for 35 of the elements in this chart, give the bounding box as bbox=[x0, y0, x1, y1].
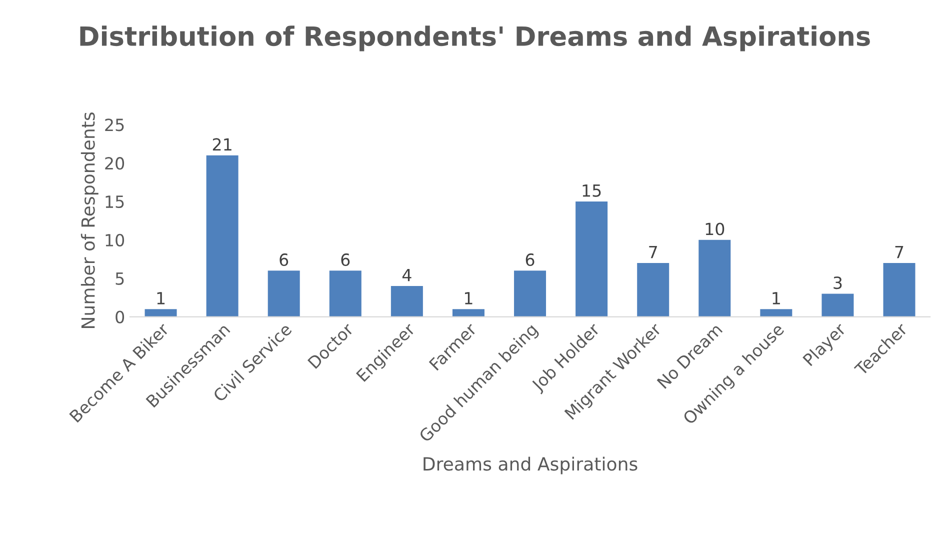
y-tick-label: 10 bbox=[106, 234, 124, 246]
y-tick-label: 15 bbox=[106, 196, 124, 208]
bar bbox=[883, 262, 916, 317]
data-label: 7 bbox=[895, 246, 904, 258]
data-label: 1 bbox=[772, 292, 780, 304]
data-label: 6 bbox=[341, 253, 350, 266]
bar bbox=[329, 270, 362, 317]
y-tick-label: 20 bbox=[105, 157, 124, 170]
data-label: 1 bbox=[157, 292, 165, 304]
bar bbox=[822, 294, 854, 317]
data-label: 21 bbox=[212, 138, 232, 151]
bar bbox=[698, 240, 731, 317]
bar bbox=[576, 201, 608, 317]
data-label: 7 bbox=[649, 246, 657, 258]
x-axis-title: Dreams and Aspirations bbox=[424, 456, 638, 474]
data-label: 6 bbox=[280, 253, 288, 266]
bar bbox=[452, 309, 484, 317]
data-label: 6 bbox=[526, 253, 534, 266]
y-axis-title: Number of Respondents bbox=[80, 112, 98, 328]
bar bbox=[390, 286, 423, 317]
bar bbox=[514, 270, 546, 317]
y-tick-label: 25 bbox=[105, 118, 124, 132]
data-label: 15 bbox=[582, 184, 601, 197]
bar bbox=[760, 309, 792, 317]
data-label: 3 bbox=[834, 276, 842, 290]
bar bbox=[268, 270, 300, 317]
data-label: 4 bbox=[402, 269, 412, 282]
bar bbox=[637, 262, 670, 317]
y-tick-label: 5 bbox=[116, 272, 124, 285]
chart-title: Distribution of Respondents' Dreams and Aspirations bbox=[80, 26, 870, 52]
bar bbox=[206, 155, 238, 317]
data-label: 1 bbox=[465, 292, 472, 304]
bar bbox=[144, 309, 177, 317]
y-tick-label: 0 bbox=[116, 310, 124, 324]
data-label: 10 bbox=[706, 222, 724, 236]
